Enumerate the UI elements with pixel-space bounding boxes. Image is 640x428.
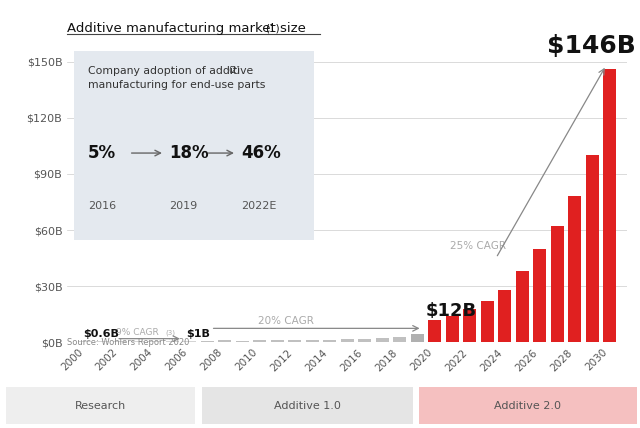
Bar — [463, 309, 476, 342]
Bar — [568, 196, 581, 342]
Text: (3): (3) — [165, 330, 175, 336]
Bar — [288, 340, 301, 342]
Text: Source: Wohlers Report 2020: Source: Wohlers Report 2020 — [67, 338, 189, 347]
Text: Additive manufacturing market size: Additive manufacturing market size — [67, 22, 306, 35]
Bar — [166, 341, 179, 342]
Bar — [200, 341, 214, 342]
Text: (1): (1) — [266, 23, 280, 33]
Text: $146B: $146B — [547, 34, 636, 58]
Bar — [95, 341, 109, 342]
Text: 18%: 18% — [170, 144, 209, 162]
Bar — [428, 320, 441, 342]
Bar — [516, 271, 529, 342]
Polygon shape — [6, 387, 195, 424]
Bar — [78, 341, 92, 342]
Text: Company adoption of additive
manufacturing for end-use parts: Company adoption of additive manufacturi… — [88, 66, 266, 89]
Bar — [306, 340, 319, 342]
Bar — [376, 338, 388, 342]
Bar — [271, 340, 284, 342]
Bar — [550, 226, 564, 342]
Text: 9% CAGR: 9% CAGR — [116, 328, 159, 337]
Bar — [411, 334, 424, 342]
Bar — [183, 341, 196, 342]
Bar — [358, 339, 371, 342]
Polygon shape — [202, 387, 413, 424]
Text: 5%: 5% — [88, 144, 116, 162]
Bar — [533, 249, 547, 342]
Bar — [393, 337, 406, 342]
Bar — [445, 316, 459, 342]
Bar — [236, 341, 249, 342]
Text: Additive 1.0: Additive 1.0 — [274, 401, 340, 410]
Bar — [253, 340, 266, 342]
Bar — [148, 341, 161, 342]
Text: 25% CAGR: 25% CAGR — [451, 241, 506, 251]
Text: 2016: 2016 — [88, 201, 116, 211]
Bar — [113, 341, 126, 342]
Text: $12B: $12B — [426, 302, 477, 320]
Bar — [131, 341, 144, 342]
Bar — [498, 290, 511, 342]
Bar — [340, 339, 354, 342]
Text: Research: Research — [75, 401, 127, 410]
Bar — [481, 301, 494, 342]
Text: $1B: $1B — [186, 329, 210, 339]
Text: $0.6B: $0.6B — [83, 329, 119, 339]
Bar — [586, 155, 599, 342]
Text: 20% CAGR: 20% CAGR — [258, 316, 314, 326]
Text: (2): (2) — [228, 66, 240, 75]
Bar — [603, 69, 616, 342]
Text: 2019: 2019 — [170, 201, 198, 211]
Bar — [323, 339, 336, 342]
Text: 2022E: 2022E — [242, 201, 277, 211]
Text: Additive 2.0: Additive 2.0 — [495, 401, 561, 410]
Bar — [218, 340, 231, 342]
Text: 46%: 46% — [242, 144, 282, 162]
